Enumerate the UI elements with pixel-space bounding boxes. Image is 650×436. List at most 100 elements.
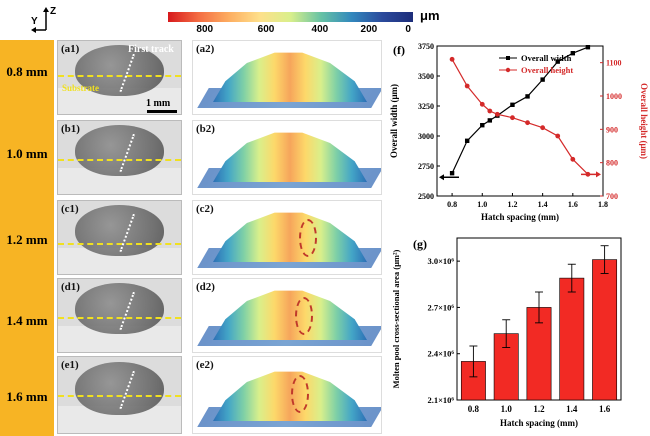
plot-frame — [436, 45, 604, 197]
height-point — [487, 108, 493, 114]
width-point — [487, 118, 493, 123]
colorbar-tick: 800 — [196, 24, 214, 35]
legend-height-label: Overall height — [521, 65, 573, 75]
scale-bar-label: 1 mm — [146, 98, 171, 109]
y-right-tick-label: 1100 — [606, 59, 622, 68]
x-tick-label: 1.8 — [598, 200, 608, 209]
width-point — [585, 45, 591, 50]
y-right-tick-label: 1000 — [606, 92, 622, 101]
y-left-tick-label: 3250 — [418, 102, 434, 111]
width-point — [555, 59, 560, 64]
micrograph-panel: (d1) — [57, 278, 182, 353]
height-point — [510, 115, 515, 121]
colorbar-tick: 0 — [405, 24, 411, 35]
micrograph-panel: (e1) — [57, 356, 182, 434]
height-point — [449, 56, 455, 62]
height-point — [540, 125, 546, 131]
panel-label: (d2) — [196, 281, 215, 293]
legend-width-marker — [506, 56, 510, 60]
width-point — [540, 77, 545, 82]
panel-label: (a1) — [61, 43, 80, 55]
y-left-tick-label: 3500 — [418, 72, 434, 81]
row-spacing-label: 1.0 mm — [6, 146, 48, 161]
row-spacing-label: 1.2 mm — [6, 232, 48, 247]
surface-scan-panel: (e2) — [192, 356, 382, 434]
width-point — [525, 94, 530, 99]
micrograph-panel: (a1) — [57, 40, 182, 115]
z-axis-letter: Z — [50, 6, 57, 17]
molten-pool-area-chart: (g) 2.1×10⁶ 2.4×10⁶ 2.7×10⁶ 3.0×10⁶ 0.8 1.0 1.2… — [391, 237, 622, 428]
x-tick-label: 1.2 — [507, 200, 517, 209]
highlight-ellipse — [299, 219, 317, 257]
panel-label: (d1) — [61, 281, 80, 293]
y-right-tick-label: 800 — [606, 159, 618, 168]
height-point — [570, 156, 576, 162]
width-height-chart: (f) 0.8 1.0 1.2 1.4 1.6 1.8 2500 2750 3000 3250 350… — [389, 42, 649, 222]
y-tick-label: 2.1×10⁶ — [427, 395, 454, 405]
left-axis-arrowhead — [439, 174, 444, 181]
panel-label: (a2) — [196, 43, 215, 55]
y-left-tick-label: 2500 — [418, 192, 434, 201]
width-point — [449, 171, 455, 176]
height-point — [555, 133, 561, 139]
micrograph-panel: (b1) — [57, 120, 182, 195]
surface-scan-panel: (d2) — [192, 278, 382, 353]
colorbar-tick: 200 — [360, 24, 378, 35]
panel-label: (f) — [393, 43, 405, 57]
x-tick-label: 1.0 — [477, 200, 487, 209]
height-point — [494, 111, 500, 117]
y-tick-label: 3.0×10⁶ — [427, 256, 454, 266]
panel-label: (b1) — [61, 123, 80, 135]
width-point — [464, 138, 470, 143]
panel-label: (c2) — [196, 203, 214, 215]
panel-label: (e2) — [196, 359, 214, 371]
x-tick-label: 1.4 — [566, 404, 578, 414]
y-tick-label: 2.7×10⁶ — [427, 302, 454, 312]
x-tick-label: 0.8 — [447, 200, 457, 209]
x-tick-label: 1.4 — [538, 200, 548, 209]
width-point — [480, 123, 485, 128]
colorbar-ticks: 800 600 400 200 0 — [168, 24, 413, 36]
highlight-ellipse — [291, 375, 309, 413]
series-line-height — [451, 59, 589, 175]
legend-height-marker — [505, 67, 511, 73]
panel-label: (e1) — [61, 359, 79, 371]
y-right-tick-label: 700 — [606, 192, 618, 201]
x-axis-label: Hatch spacing (mm) — [481, 212, 559, 222]
panel-label: (c1) — [61, 203, 79, 215]
x-tick-label: 1.6 — [599, 404, 611, 414]
y-axis-label: Molten pool cross-sectional area (μm²) — [391, 249, 401, 388]
panel-label: (b2) — [196, 123, 215, 135]
height-colorbar — [168, 12, 413, 22]
y-left-axis-label: Overall width (μm) — [389, 84, 399, 158]
surface-scan-panel: (a2) — [192, 40, 382, 115]
x-tick-label: 1.6 — [568, 200, 578, 209]
highlight-ellipse — [295, 297, 313, 335]
y-left-tick-label: 3750 — [418, 42, 434, 51]
x-tick-label: 0.8 — [468, 404, 480, 414]
hatch-spacing-sidebar: 0.8 mm 1.0 mm 1.2 mm 1.4 mm 1.6 mm — [0, 40, 54, 436]
surface-scan-panel: (b2) — [192, 120, 382, 195]
scale-bar — [147, 110, 177, 113]
x-tick-label: 1.0 — [501, 404, 513, 414]
y-tick-label: 2.4×10⁶ — [427, 349, 454, 359]
row-spacing-label: 1.6 mm — [6, 389, 48, 404]
micrograph-panel: (c1) — [57, 200, 182, 275]
colorbar-tick: 400 — [311, 24, 329, 35]
x-axis-label: Hatch spacing (mm) — [500, 418, 578, 428]
colorbar-tick: 600 — [257, 24, 275, 35]
yz-axes-icon: Y Z — [30, 6, 70, 34]
row-spacing-label: 0.8 mm — [6, 64, 48, 79]
y-axis-letter: Y — [31, 16, 38, 27]
substrate-annotation: Substrate — [62, 83, 100, 93]
right-axis-arrowhead — [596, 171, 601, 178]
width-point — [570, 51, 576, 56]
y-left-tick-label: 3000 — [418, 132, 434, 141]
width-point — [510, 102, 515, 107]
row-spacing-label: 1.4 mm — [6, 313, 48, 328]
y-right-tick-label: 900 — [606, 125, 618, 134]
y-right-axis-label: Overall height (μm) — [639, 83, 649, 159]
surface-scan-panel: (c2) — [192, 200, 382, 275]
bar — [559, 277, 585, 401]
legend-width-label: Overall width — [521, 53, 572, 63]
